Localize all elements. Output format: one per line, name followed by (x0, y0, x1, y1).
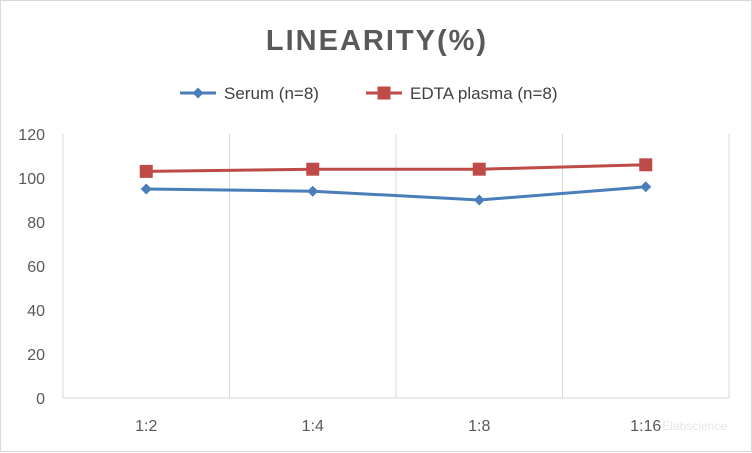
data-point (307, 185, 319, 197)
data-point (139, 164, 153, 178)
y-axis-ticks: 0 20 40 60 80 100 120 (18, 127, 45, 408)
y-tick-label: 120 (18, 127, 45, 144)
data-point (472, 162, 486, 176)
y-tick-label: 100 (18, 171, 45, 188)
y-tick-label: 20 (27, 347, 45, 364)
legend-item: EDTA plasma (n=8) (366, 84, 558, 103)
legend-label: EDTA plasma (n=8) (410, 84, 558, 103)
data-point (639, 158, 653, 172)
series-line (146, 163, 646, 173)
series-serum (140, 181, 652, 206)
series-edta-plasma (139, 158, 653, 178)
y-tick-label: 80 (27, 215, 45, 232)
series-layer (139, 158, 653, 206)
legend-item: Serum (n=8) (180, 84, 319, 103)
legend-label: Serum (n=8) (224, 84, 319, 103)
y-tick-label: 0 (36, 391, 45, 408)
x-tick-label: 1:16 (630, 418, 661, 435)
x-axis-ticks: 1:2 1:4 1:8 1:16 (135, 418, 661, 435)
data-point (306, 162, 320, 176)
series-line (146, 185, 646, 202)
y-tick-label: 40 (27, 303, 45, 320)
legend-marker (377, 86, 391, 100)
x-tick-label: 1:8 (468, 418, 490, 435)
data-point (473, 194, 485, 206)
x-tick-label: 1:4 (302, 418, 324, 435)
legend-marker (192, 87, 204, 99)
watermark: Elabscience (662, 419, 727, 433)
chart-title: LINEARITY(%) (266, 25, 488, 57)
legend: Serum (n=8) EDTA plasma (n=8) (180, 84, 558, 103)
x-tick-label: 1:2 (135, 418, 157, 435)
data-point (140, 183, 152, 195)
data-point (640, 181, 652, 193)
gridlines (62, 134, 730, 399)
y-tick-label: 60 (27, 259, 45, 276)
